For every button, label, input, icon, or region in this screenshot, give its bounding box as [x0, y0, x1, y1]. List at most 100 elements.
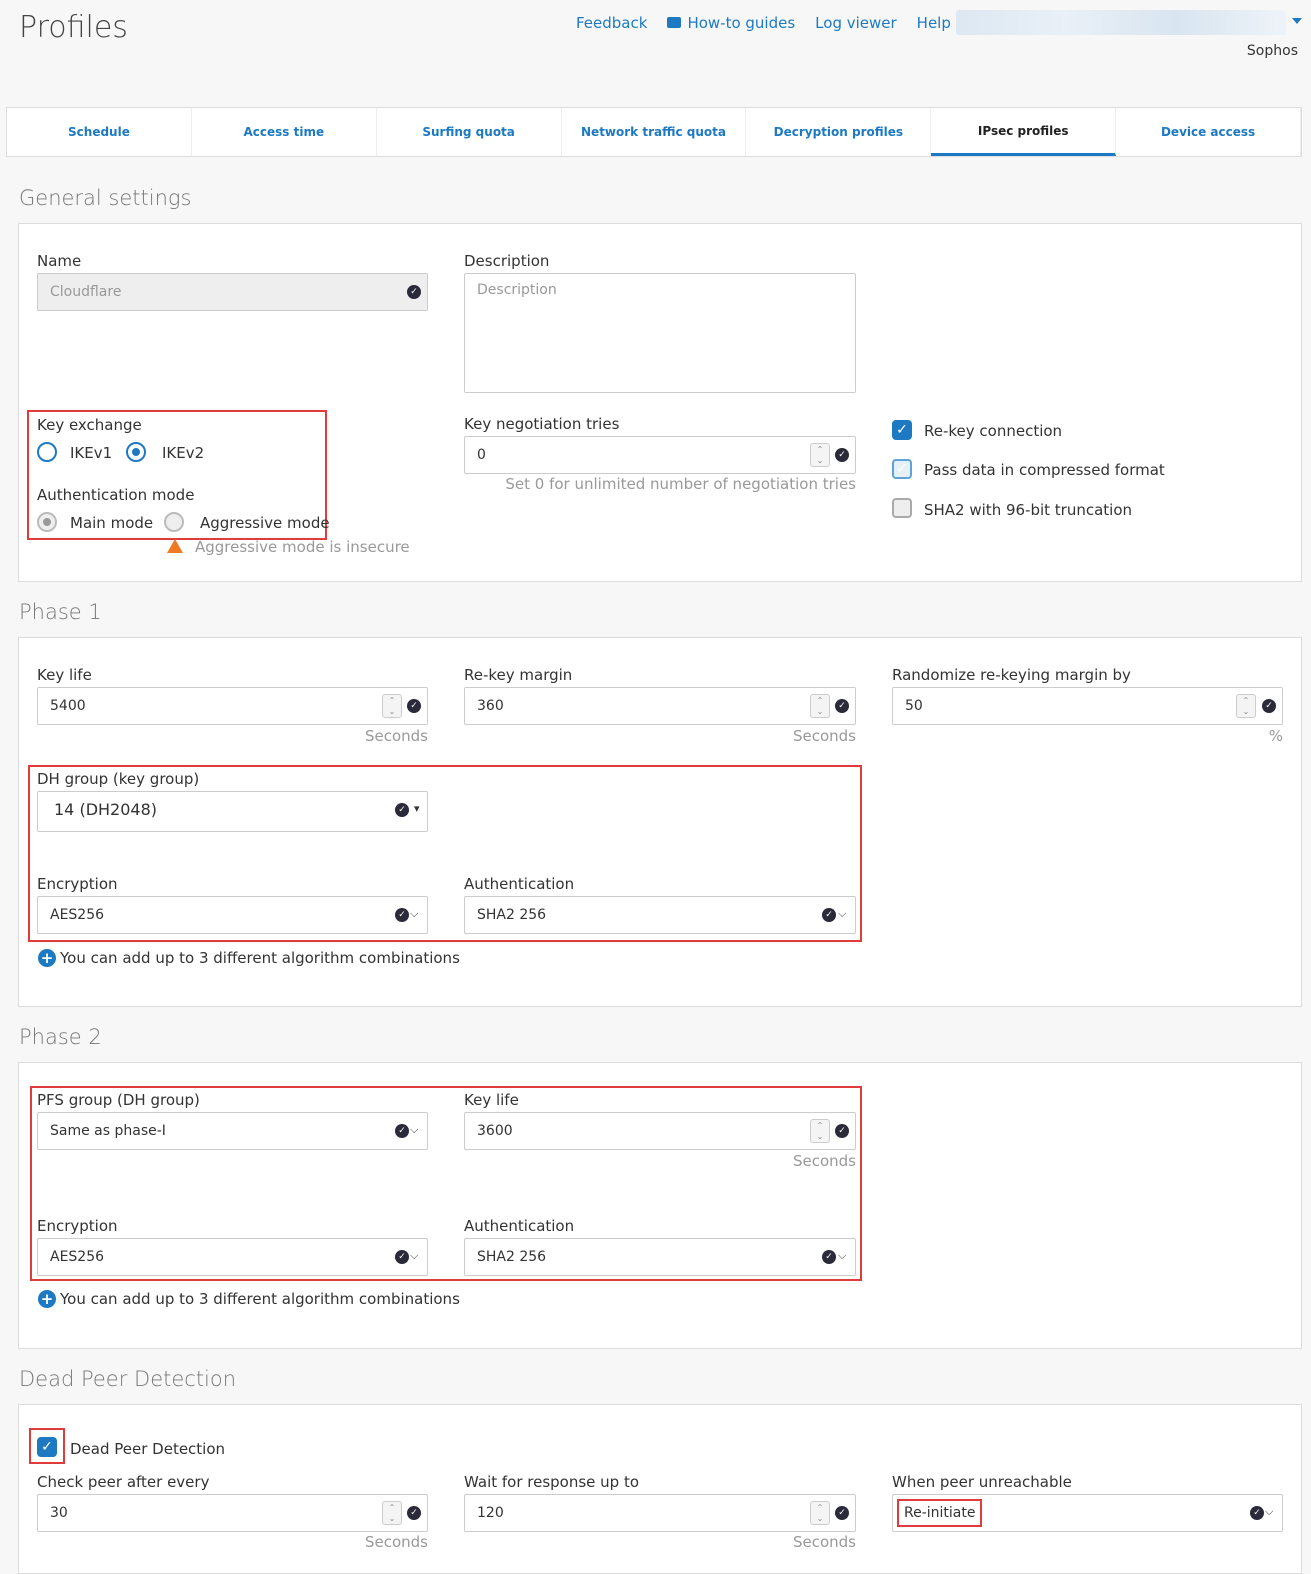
tries-label: Key negotiation tries: [464, 415, 620, 433]
authentication-label: Authentication: [464, 875, 575, 893]
keylife-label: Key life: [464, 1091, 519, 1109]
warning-icon: [167, 539, 183, 553]
wait-label: Wait for response up to: [464, 1473, 640, 1491]
spinner-icon[interactable]: ⌃ ⌄: [1236, 694, 1256, 718]
chevron-down-icon: ⌵: [410, 907, 419, 920]
check-peer-input[interactable]: 30: [37, 1494, 428, 1532]
encryption-label: Encryption: [37, 875, 118, 893]
encryption-select[interactable]: AES256: [37, 1238, 428, 1276]
spinner-icon[interactable]: ⌃ ⌄: [810, 1119, 830, 1143]
valid-check-icon: ✓: [835, 1506, 849, 1520]
unit-label: %: [1268, 727, 1283, 745]
page-title: Profiles: [19, 10, 128, 45]
dh-group-select[interactable]: 14 (DH2048): [37, 791, 428, 832]
section-heading-phase1: Phase 1: [19, 600, 102, 624]
how-to-guides-link[interactable]: How-to guides: [667, 14, 795, 32]
aggressive-warning: Aggressive mode is insecure: [167, 538, 410, 556]
section-heading-dpd: Dead Peer Detection: [19, 1367, 237, 1391]
valid-check-icon: ✓: [835, 1124, 849, 1138]
rekey-margin-input[interactable]: 360: [464, 687, 856, 725]
ikev1-label: IKEv1: [70, 444, 113, 462]
valid-check-icon: ✓: [395, 908, 409, 922]
plus-icon: +: [38, 1290, 56, 1308]
chevron-down-icon: ⌵: [838, 1249, 847, 1262]
add-combination-link[interactable]: + You can add up to 3 different algorithm…: [38, 1290, 460, 1308]
add-combination-link[interactable]: + You can add up to 3 different algorithm…: [38, 949, 460, 967]
ikev2-label: IKEv2: [162, 444, 205, 462]
keylife-input[interactable]: 3600: [464, 1112, 856, 1150]
valid-check-icon: ✓: [407, 699, 421, 713]
randomize-input[interactable]: 50: [892, 687, 1283, 725]
tab-bar: Schedule Access time Surfing quota Netwo…: [6, 107, 1302, 157]
chevron-down-icon: ⌵: [410, 1123, 419, 1136]
compress-checkbox[interactable]: ✓: [892, 459, 912, 479]
unreachable-select[interactable]: Re-initiate: [892, 1494, 1283, 1532]
dpd-checkbox[interactable]: ✓: [37, 1437, 57, 1457]
section-heading-general: General settings: [19, 186, 192, 210]
highlight-box: [28, 765, 862, 942]
feedback-link[interactable]: Feedback: [576, 14, 648, 32]
help-link[interactable]: Help: [916, 14, 951, 32]
sha2-label: SHA2 with 96-bit truncation: [924, 501, 1133, 519]
check-peer-label: Check peer after every: [37, 1473, 210, 1491]
unreachable-label: When peer unreachable: [892, 1473, 1072, 1491]
encryption-label: Encryption: [37, 1217, 118, 1235]
sha2-checkbox[interactable]: [892, 498, 912, 518]
authentication-select[interactable]: SHA2 256: [464, 896, 856, 934]
valid-check-icon: ✓: [407, 285, 421, 299]
spinner-icon[interactable]: ⌃ ⌄: [810, 694, 830, 718]
log-viewer-link[interactable]: Log viewer: [815, 14, 897, 32]
ikev1-radio[interactable]: [37, 442, 57, 462]
tab-access-time[interactable]: Access time: [192, 108, 377, 156]
randomize-label: Randomize re-keying margin by: [892, 666, 1131, 684]
rekey-label: Re-key connection: [924, 422, 1063, 440]
unit-label: Seconds: [364, 727, 428, 745]
spinner-icon[interactable]: ⌃ ⌄: [810, 1501, 830, 1525]
unit-label: Seconds: [792, 1152, 856, 1170]
name-input[interactable]: Cloudflare: [37, 273, 428, 311]
tab-surfing-quota[interactable]: Surfing quota: [377, 108, 562, 156]
aggressive-mode-radio[interactable]: [164, 512, 184, 532]
pfs-group-select[interactable]: Same as phase-I: [37, 1112, 428, 1150]
auth-mode-label: Authentication mode: [37, 486, 195, 504]
highlight-box: [30, 1086, 862, 1281]
wait-input[interactable]: 120: [464, 1494, 856, 1532]
rekey-checkbox[interactable]: ✓: [892, 420, 912, 440]
plus-icon: +: [38, 949, 56, 967]
valid-check-icon: ✓: [1250, 1506, 1264, 1520]
keylife-input[interactable]: 5400: [37, 687, 428, 725]
description-textarea[interactable]: Description: [464, 273, 856, 393]
aggressive-mode-label: Aggressive mode: [200, 514, 330, 532]
unit-label: Seconds: [792, 727, 856, 745]
tab-schedule[interactable]: Schedule: [7, 108, 192, 156]
main-mode-label: Main mode: [70, 514, 154, 532]
encryption-select[interactable]: AES256: [37, 896, 428, 934]
tries-input[interactable]: 0: [464, 436, 856, 474]
user-menu[interactable]: [956, 10, 1286, 35]
spinner-icon[interactable]: ⌃ ⌄: [382, 694, 402, 718]
chevron-down-icon[interactable]: [1292, 18, 1302, 24]
pfs-group-label: PFS group (DH group): [37, 1091, 200, 1109]
chevron-down-icon: ⌵: [410, 1249, 419, 1262]
caret-down-icon: ▾: [414, 802, 420, 815]
main-mode-radio[interactable]: [37, 512, 57, 532]
authentication-select[interactable]: SHA2 256: [464, 1238, 856, 1276]
tab-ipsec-profiles[interactable]: IPsec profiles: [931, 108, 1117, 156]
spinner-icon[interactable]: ⌃ ⌄: [382, 1501, 402, 1525]
spinner-icon[interactable]: ⌃ ⌄: [810, 443, 830, 467]
compress-label: Pass data in compressed format: [924, 461, 1165, 479]
valid-check-icon: ✓: [407, 1506, 421, 1520]
org-name: Sophos: [1246, 43, 1298, 59]
tab-device-access[interactable]: Device access: [1116, 108, 1302, 156]
dpd-panel: [18, 1404, 1302, 1574]
top-links: Feedback How-to guides Log viewer Help: [576, 14, 951, 32]
tab-network-traffic-quota[interactable]: Network traffic quota: [562, 108, 747, 156]
valid-check-icon: ✓: [835, 699, 849, 713]
ikev2-radio[interactable]: [126, 442, 146, 462]
chevron-down-icon: ⌵: [838, 907, 847, 920]
key-exchange-label: Key exchange: [37, 416, 142, 434]
unit-label: Seconds: [792, 1533, 856, 1551]
valid-check-icon: ✓: [395, 1124, 409, 1138]
description-label: Description: [464, 252, 550, 270]
tab-decryption-profiles[interactable]: Decryption profiles: [746, 108, 932, 156]
